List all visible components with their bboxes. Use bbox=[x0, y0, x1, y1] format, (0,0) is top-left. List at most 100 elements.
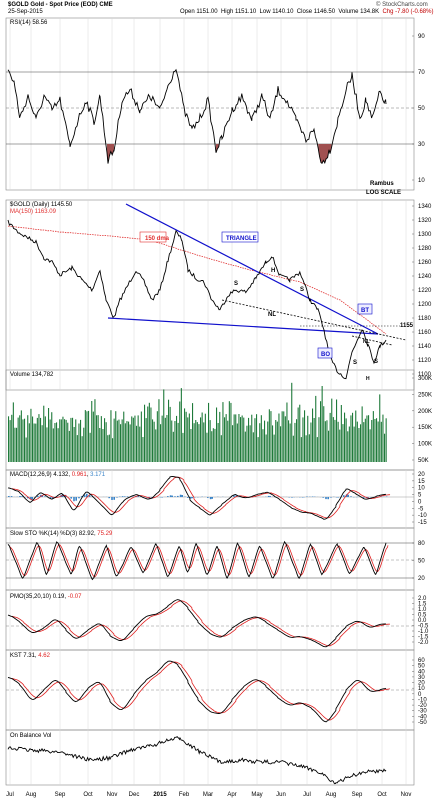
volume-bar bbox=[361, 406, 363, 462]
macd-tick: -5 bbox=[418, 506, 424, 512]
quote-volume: Volume 134.8K bbox=[338, 9, 380, 15]
macd-histogram-bar bbox=[167, 496, 169, 497]
pmo-tick: -1.0 bbox=[418, 629, 429, 635]
macd-tick: 15 bbox=[418, 479, 425, 485]
volume-bar bbox=[382, 414, 384, 462]
volume-bar bbox=[356, 421, 358, 462]
volume-bar bbox=[43, 405, 45, 462]
x-tick-label: Sep bbox=[55, 792, 66, 798]
volume-bar bbox=[48, 408, 50, 462]
volume-bar bbox=[97, 415, 99, 462]
macd-histogram-bar bbox=[174, 496, 176, 497]
volume-bar bbox=[144, 404, 146, 462]
ma150-line bbox=[7, 225, 387, 335]
rsi-panel bbox=[5, 17, 415, 191]
volume-bar bbox=[254, 418, 256, 462]
volume-bar bbox=[331, 398, 333, 462]
triangle-label-box bbox=[221, 231, 259, 243]
price-legend: $GOLD (Daily) 1145.50 bbox=[10, 202, 73, 208]
volume-bar bbox=[134, 415, 136, 462]
rsi-tick: 70 bbox=[418, 70, 425, 76]
volume-bar bbox=[222, 402, 224, 462]
x-tick-label: Jul bbox=[6, 792, 14, 798]
volume-bar bbox=[164, 417, 166, 462]
volume-tick: 50K bbox=[418, 458, 429, 464]
quote-close: Close 1146.50 bbox=[296, 9, 336, 15]
volume-bar bbox=[30, 408, 32, 462]
volume-bar bbox=[140, 411, 142, 462]
price-tick: 1260 bbox=[418, 260, 432, 266]
rsi-tick: 50 bbox=[418, 106, 425, 112]
volume-bar bbox=[67, 422, 69, 462]
volume-bar bbox=[196, 422, 198, 462]
macd-histogram-bar bbox=[337, 497, 339, 498]
volume-bar bbox=[59, 419, 61, 462]
volume-label: Volume 134,782 bbox=[10, 372, 54, 378]
volume-bar bbox=[11, 414, 13, 462]
macd-histogram-bar bbox=[86, 493, 88, 497]
volume-bar bbox=[219, 411, 221, 462]
kst-line bbox=[7, 660, 387, 723]
volume-bar bbox=[249, 425, 251, 462]
macd-histogram-bar bbox=[169, 495, 172, 497]
volume-bar bbox=[40, 417, 42, 462]
pmo-tick: 0.5 bbox=[418, 613, 427, 619]
macd-histogram-bar bbox=[111, 497, 113, 500]
volume-bar bbox=[265, 434, 267, 462]
kst-tick: 60 bbox=[418, 658, 425, 664]
macd-histogram-bar bbox=[311, 496, 314, 497]
volume-bar bbox=[46, 427, 48, 462]
volume-bar bbox=[332, 417, 334, 462]
volume-bar bbox=[184, 408, 186, 462]
volume-bar bbox=[244, 431, 246, 462]
volume-bar bbox=[136, 425, 138, 462]
macd-tick: 20 bbox=[418, 472, 425, 478]
sto-d-line bbox=[9, 543, 389, 578]
volume-bar bbox=[105, 422, 107, 462]
volume-bar bbox=[96, 415, 98, 462]
volume-bar bbox=[137, 415, 139, 462]
volume-bar bbox=[156, 411, 158, 462]
pmo-tick: -0.5 bbox=[418, 624, 429, 630]
volume-bar bbox=[145, 418, 147, 462]
price-tick: 1340 bbox=[418, 204, 432, 210]
volume-bar bbox=[131, 416, 133, 462]
volume-bar bbox=[86, 411, 88, 462]
volume-bar bbox=[342, 424, 344, 462]
macd-tick: -10 bbox=[418, 513, 427, 519]
volume-bar bbox=[323, 406, 325, 462]
volume-bar bbox=[248, 417, 250, 462]
volume-bar bbox=[100, 416, 102, 462]
kst-tick: 40 bbox=[418, 669, 425, 675]
volume-bar bbox=[352, 412, 354, 462]
volume-bar bbox=[384, 433, 386, 462]
x-tick-label: Mar bbox=[203, 792, 213, 798]
volume-bar bbox=[126, 421, 128, 462]
volume-bar bbox=[289, 423, 291, 462]
x-tick-label: Nov bbox=[107, 792, 118, 798]
volume-bar bbox=[99, 428, 101, 462]
x-tick-label: Jul bbox=[303, 792, 311, 798]
macd-histogram-bar bbox=[347, 494, 349, 497]
macd-histogram-bar bbox=[81, 496, 83, 497]
triangle-upper-line bbox=[125, 203, 379, 335]
price-tick: 1180 bbox=[418, 316, 432, 322]
volume-bar bbox=[315, 395, 317, 462]
volume-bar bbox=[113, 418, 115, 462]
macd-histogram-bar bbox=[8, 496, 10, 497]
volume-bar bbox=[260, 415, 262, 462]
kst-tick: 20 bbox=[418, 681, 425, 687]
volume-bar bbox=[288, 420, 290, 462]
kst-tick: 10 bbox=[418, 686, 425, 692]
x-tick-label: Dec bbox=[129, 792, 140, 798]
volume-bar bbox=[336, 399, 338, 462]
volume-bar bbox=[68, 430, 70, 462]
volume-bar bbox=[217, 423, 219, 462]
volume-bar bbox=[344, 412, 346, 462]
macd-histogram-bar bbox=[37, 495, 39, 497]
macd-tick: 10 bbox=[418, 486, 425, 492]
volume-bar bbox=[12, 402, 14, 462]
macd-histogram-bar bbox=[27, 497, 29, 499]
volume-bar bbox=[291, 382, 293, 462]
kst-signal-line bbox=[11, 661, 391, 721]
